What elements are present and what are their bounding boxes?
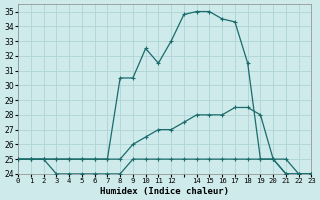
X-axis label: Humidex (Indice chaleur): Humidex (Indice chaleur) (100, 187, 229, 196)
